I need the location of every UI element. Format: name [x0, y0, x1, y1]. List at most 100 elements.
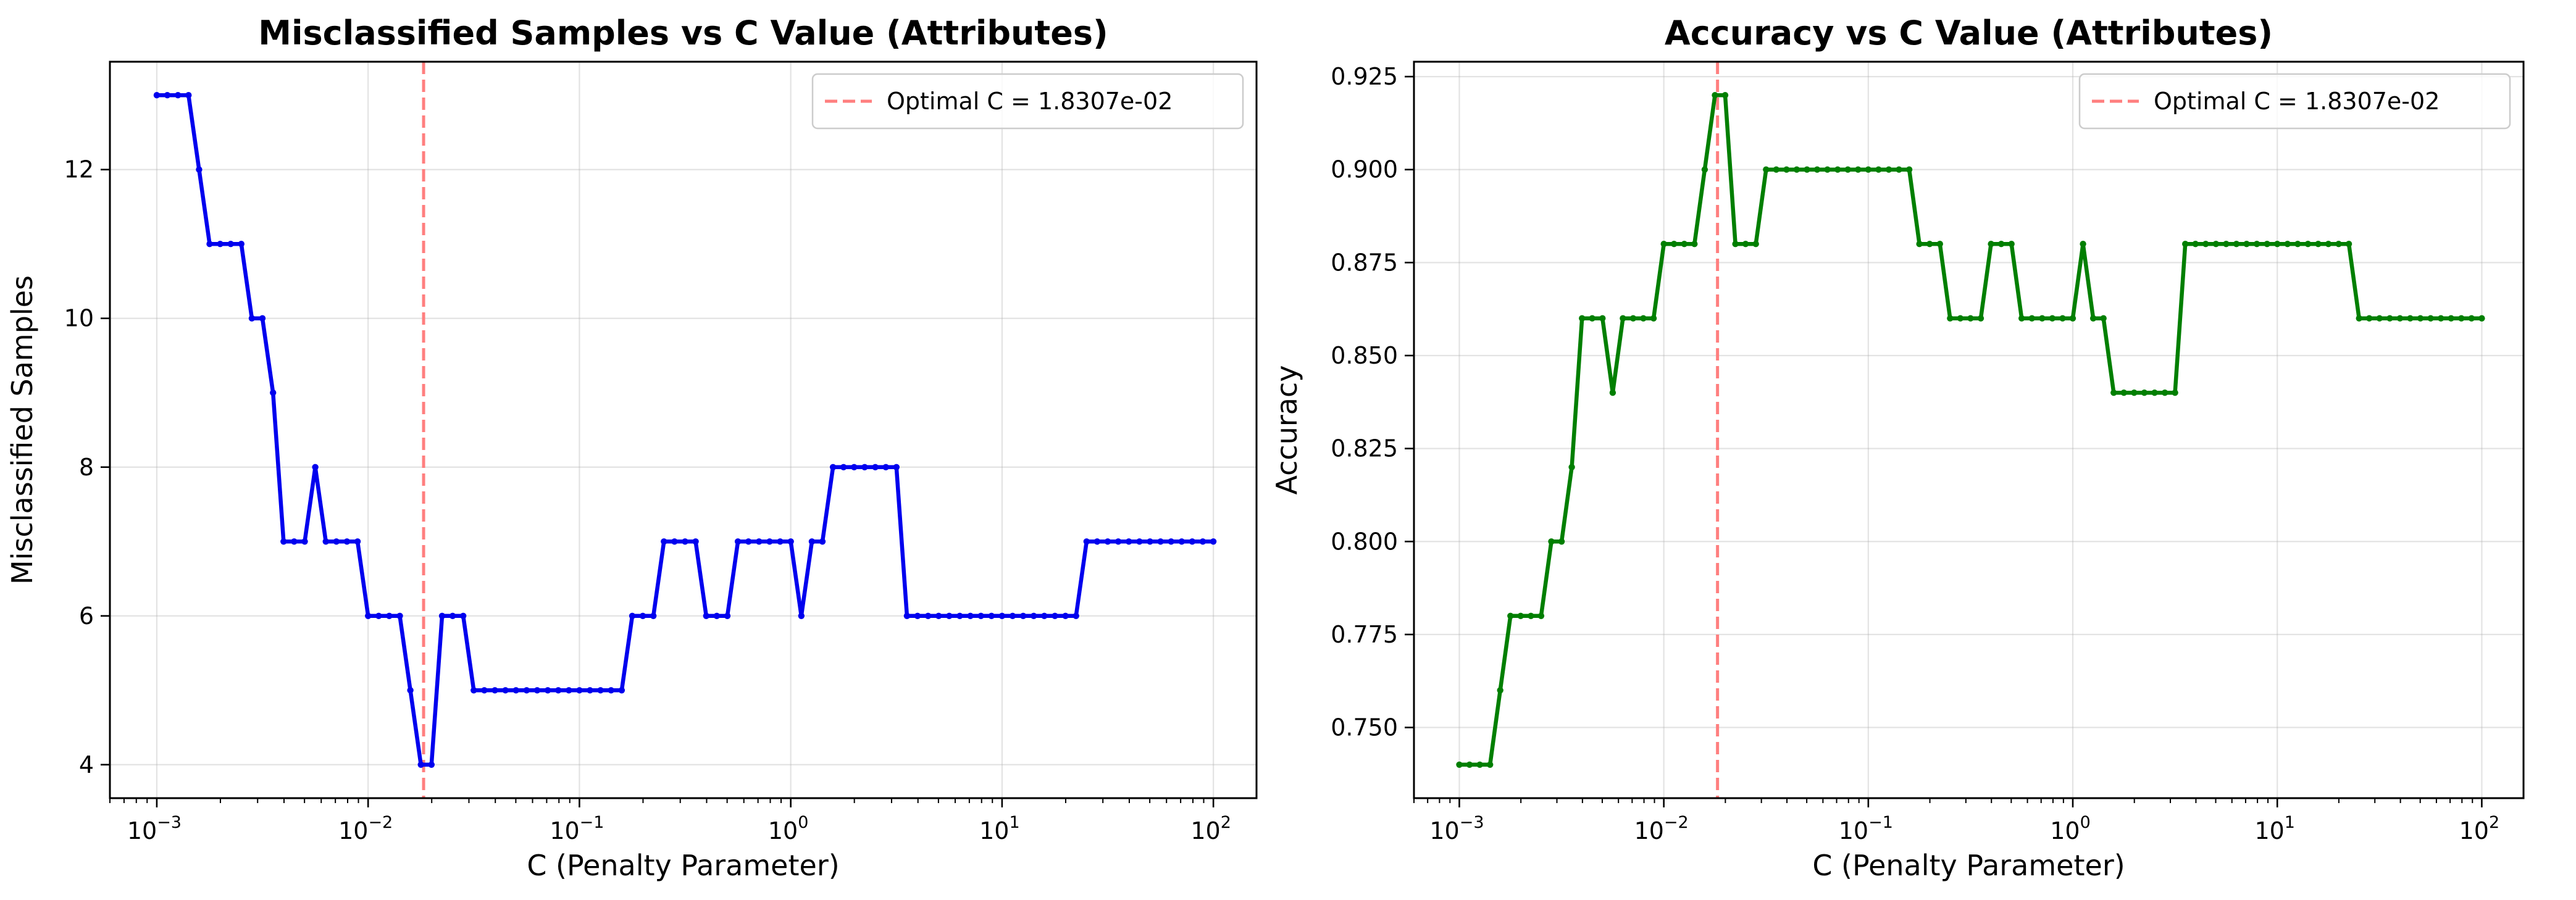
data-point	[1178, 538, 1186, 545]
data-point	[661, 538, 667, 545]
x-tick-label: 10−1	[550, 813, 604, 844]
x-tick-label: 102	[1190, 813, 1231, 844]
data-point	[893, 464, 900, 470]
data-point	[1763, 166, 1770, 173]
data-point	[1691, 241, 1698, 248]
data-point	[1947, 315, 1954, 322]
data-point	[618, 687, 625, 694]
x-tick-label-exponent: 0	[798, 813, 808, 832]
data-point	[2325, 241, 2332, 248]
data-point	[724, 612, 731, 619]
legend-box	[2078, 73, 2511, 130]
data-point	[312, 464, 319, 470]
x-tick-label-base: 10	[2254, 817, 2284, 844]
data-point	[1189, 538, 1196, 545]
data-point	[1009, 612, 1016, 619]
data-point	[1062, 612, 1069, 619]
data-point	[227, 241, 234, 248]
data-point	[1967, 315, 1974, 322]
data-point	[1609, 390, 1616, 396]
x-tick-label-base: 10	[1429, 817, 1459, 844]
data-point	[650, 612, 657, 619]
data-point	[756, 538, 763, 545]
data-point	[2202, 241, 2209, 248]
data-point	[1497, 687, 1503, 694]
data-point	[597, 687, 604, 694]
legend-label: Optimal C = 1.8307e-02	[887, 88, 1173, 115]
data-point	[2212, 241, 2220, 248]
data-point	[576, 687, 583, 694]
data-point	[2131, 390, 2138, 396]
data-point	[1905, 166, 1913, 173]
data-point	[2110, 390, 2117, 396]
data-point	[819, 538, 826, 545]
chart-title: Misclassified Samples vs C Value (Attrib…	[258, 14, 1108, 52]
data-point	[1104, 538, 1111, 545]
data-point	[1875, 166, 1882, 173]
data-point	[2028, 315, 2035, 322]
misclassified-chart: 10−3 10−2 10−1 100 101 1024681012Misclassifie…	[6, 14, 1258, 882]
data-point	[185, 92, 192, 99]
data-point	[1783, 166, 1790, 173]
data-point	[2376, 315, 2383, 322]
data-point	[449, 612, 456, 619]
data-point	[914, 612, 921, 619]
x-tick-label-exponent: −2	[368, 813, 393, 832]
data-point	[1844, 166, 1851, 173]
data-point	[2151, 390, 2158, 396]
data-point	[270, 390, 277, 396]
data-point	[1752, 241, 1759, 248]
data-point	[967, 612, 974, 619]
data-point	[1019, 612, 1027, 619]
axes-frame	[1413, 60, 2525, 799]
data-point	[2315, 241, 2322, 248]
data-point	[2356, 315, 2362, 322]
data-point	[164, 92, 171, 99]
data-point	[1210, 538, 1217, 545]
x-tick-label-exponent: 2	[1221, 813, 1231, 832]
y-tick-label: 0.900	[1331, 156, 1398, 183]
data-point	[460, 612, 467, 619]
data-point	[1721, 92, 1729, 99]
data-point	[1558, 538, 1565, 545]
data-point	[1568, 464, 1575, 470]
data-point	[1031, 612, 1037, 619]
data-point	[1855, 166, 1862, 173]
data-point	[386, 612, 393, 619]
x-tick-label-exponent: −2	[1664, 813, 1689, 832]
x-tick-label-exponent: −3	[1460, 813, 1484, 832]
data-point	[1620, 315, 1626, 322]
data-point	[2233, 241, 2240, 248]
x-tick-label: 10−3	[127, 813, 182, 844]
data-point	[1147, 538, 1153, 545]
data-point	[734, 538, 742, 545]
data-point	[977, 612, 984, 619]
data-point	[2284, 241, 2291, 248]
data-point	[1804, 166, 1810, 173]
data-point	[2407, 315, 2414, 322]
legend: Optimal C = 1.8307e-02	[2078, 73, 2511, 130]
data-point	[2089, 315, 2097, 322]
data-point	[671, 538, 678, 545]
x-tick-label-base: 10	[1190, 817, 1220, 844]
data-point	[2243, 241, 2250, 248]
data-point	[2438, 315, 2444, 322]
data-point	[365, 612, 372, 619]
data-point	[2294, 241, 2301, 248]
data-point	[682, 538, 688, 545]
y-tick-label: 0.925	[1331, 63, 1398, 90]
x-tick-label-exponent: −1	[580, 813, 604, 832]
data-point	[882, 464, 889, 470]
y-tick-label: 0.825	[1331, 435, 1398, 462]
data-point	[629, 612, 636, 619]
data-point	[1640, 315, 1647, 322]
data-point	[322, 538, 329, 545]
data-point	[1517, 612, 1524, 619]
data-point	[1650, 315, 1657, 322]
data-point	[206, 241, 213, 248]
data-point	[1977, 315, 1984, 322]
data-point	[2141, 390, 2148, 396]
y-tick-label: 12	[64, 156, 94, 183]
legend-box	[811, 73, 1244, 130]
data-point	[2458, 315, 2465, 322]
